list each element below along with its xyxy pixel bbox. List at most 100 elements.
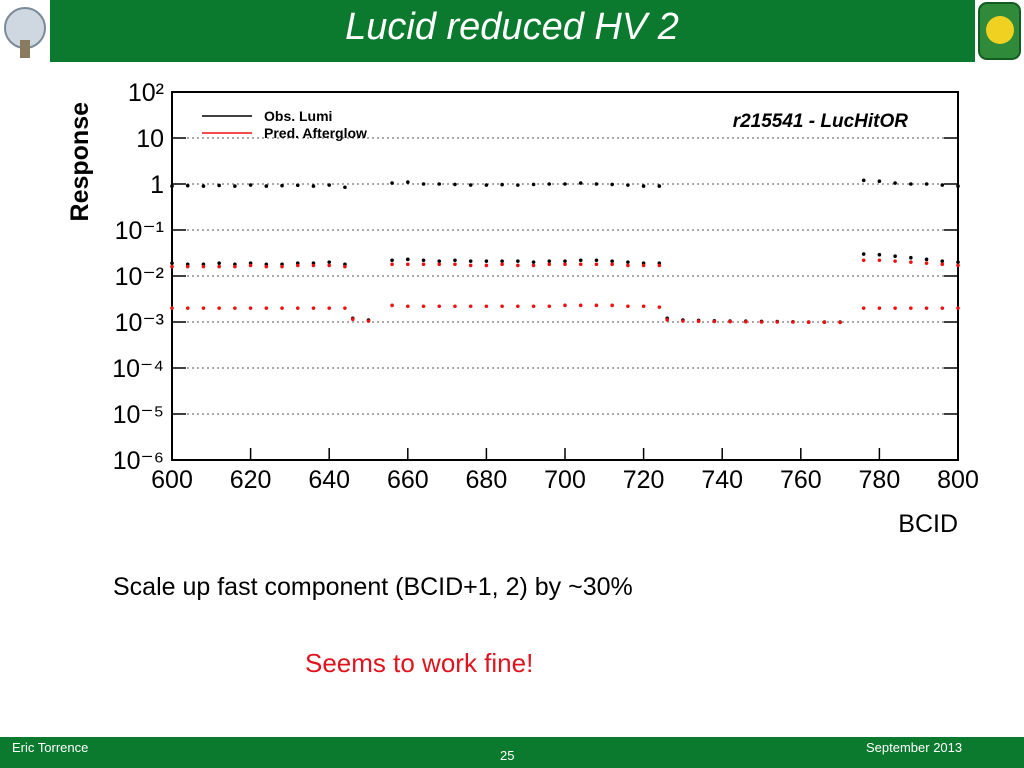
data-point bbox=[295, 263, 300, 268]
data-point bbox=[806, 320, 811, 325]
data-point bbox=[594, 303, 599, 308]
data-point bbox=[484, 304, 489, 309]
data-point bbox=[311, 184, 316, 188]
data-point bbox=[280, 306, 284, 310]
data-point bbox=[295, 183, 300, 188]
data-point bbox=[406, 304, 410, 309]
data-point bbox=[453, 182, 457, 187]
data-point bbox=[484, 263, 489, 268]
data-point bbox=[610, 182, 614, 187]
x-tick-label: 660 bbox=[387, 466, 429, 494]
data-point bbox=[956, 263, 960, 268]
data-point bbox=[893, 254, 897, 258]
data-point bbox=[641, 304, 646, 309]
data-point bbox=[712, 319, 717, 324]
y-tick-label: 10⁻¹ bbox=[115, 217, 164, 245]
data-point bbox=[594, 258, 599, 263]
y-tick-label: 10² bbox=[128, 79, 164, 107]
data-point bbox=[170, 184, 174, 188]
x-tick-label: 700 bbox=[544, 466, 586, 494]
x-tick-label: 680 bbox=[466, 466, 508, 494]
data-point bbox=[264, 306, 269, 310]
legend-label: Pred. Afterglow bbox=[264, 125, 367, 141]
y-tick-label: 10⁻⁶ bbox=[113, 447, 164, 475]
x-tick-label: 720 bbox=[623, 466, 665, 494]
data-point bbox=[327, 263, 332, 268]
data-point bbox=[421, 258, 426, 263]
data-point bbox=[877, 306, 882, 310]
data-point bbox=[563, 259, 567, 263]
data-point bbox=[217, 183, 221, 188]
legend-label: Obs. Lumi bbox=[264, 108, 332, 124]
data-point bbox=[390, 262, 394, 267]
y-tick-label: 10⁻⁴ bbox=[112, 355, 164, 383]
data-point bbox=[743, 320, 748, 324]
note-text: Seems to work fine! bbox=[305, 648, 534, 678]
data-point bbox=[500, 182, 504, 187]
data-point bbox=[185, 306, 190, 310]
data-point bbox=[170, 261, 174, 265]
y-tick-label: 10 bbox=[136, 125, 164, 153]
data-point bbox=[594, 182, 599, 186]
data-point bbox=[295, 306, 300, 310]
data-point bbox=[484, 183, 489, 187]
data-point bbox=[185, 183, 190, 188]
data-point bbox=[437, 259, 442, 263]
x-tick-label: 740 bbox=[701, 466, 743, 494]
data-point bbox=[343, 306, 347, 310]
data-point bbox=[516, 263, 520, 268]
data-point bbox=[861, 306, 866, 310]
data-point bbox=[956, 306, 960, 310]
y-tick-label: 10⁻³ bbox=[115, 309, 164, 337]
data-point bbox=[406, 257, 410, 262]
data-point bbox=[775, 320, 780, 324]
data-point bbox=[390, 181, 394, 185]
logo-right-icon bbox=[978, 2, 1021, 60]
data-point bbox=[838, 320, 842, 325]
data-point bbox=[909, 182, 913, 186]
footer-bar bbox=[0, 737, 1024, 768]
data-point bbox=[563, 182, 567, 186]
data-point bbox=[437, 262, 442, 267]
data-point bbox=[893, 259, 897, 263]
data-point bbox=[626, 183, 630, 187]
data-point bbox=[924, 257, 929, 262]
title-bar bbox=[0, 0, 1024, 62]
x-tick-label: 640 bbox=[308, 466, 350, 494]
data-point bbox=[311, 306, 316, 310]
data-point bbox=[484, 259, 489, 263]
bullet-text: Scale up fast component (BCID+1, 2) by ~… bbox=[113, 573, 633, 601]
data-point bbox=[468, 304, 473, 309]
data-point bbox=[390, 303, 394, 308]
data-point bbox=[185, 264, 190, 269]
data-point bbox=[626, 263, 630, 268]
data-point bbox=[940, 183, 945, 187]
data-point bbox=[280, 183, 284, 188]
data-point bbox=[280, 264, 284, 269]
data-point bbox=[201, 264, 206, 269]
y-axis-label: Response bbox=[66, 102, 94, 222]
data-point bbox=[610, 262, 614, 267]
data-point bbox=[610, 259, 614, 263]
data-point bbox=[468, 259, 473, 263]
data-point bbox=[547, 304, 552, 309]
data-point bbox=[861, 178, 866, 183]
data-point bbox=[453, 258, 457, 263]
logo-right bbox=[975, 0, 1024, 62]
x-tick-label: 760 bbox=[780, 466, 822, 494]
data-point bbox=[547, 182, 552, 186]
annotation: r215541 - LucHitOR bbox=[733, 111, 909, 132]
data-point bbox=[343, 185, 347, 190]
x-axis-label: BCID bbox=[898, 510, 958, 538]
data-point bbox=[343, 264, 347, 269]
data-point bbox=[626, 304, 630, 309]
data-point bbox=[924, 306, 929, 310]
data-point bbox=[641, 263, 646, 268]
data-point bbox=[531, 304, 536, 309]
data-point bbox=[531, 263, 536, 268]
data-point bbox=[877, 252, 882, 257]
x-tick-label: 800 bbox=[937, 466, 979, 494]
data-point bbox=[563, 262, 567, 267]
data-point bbox=[791, 320, 795, 324]
